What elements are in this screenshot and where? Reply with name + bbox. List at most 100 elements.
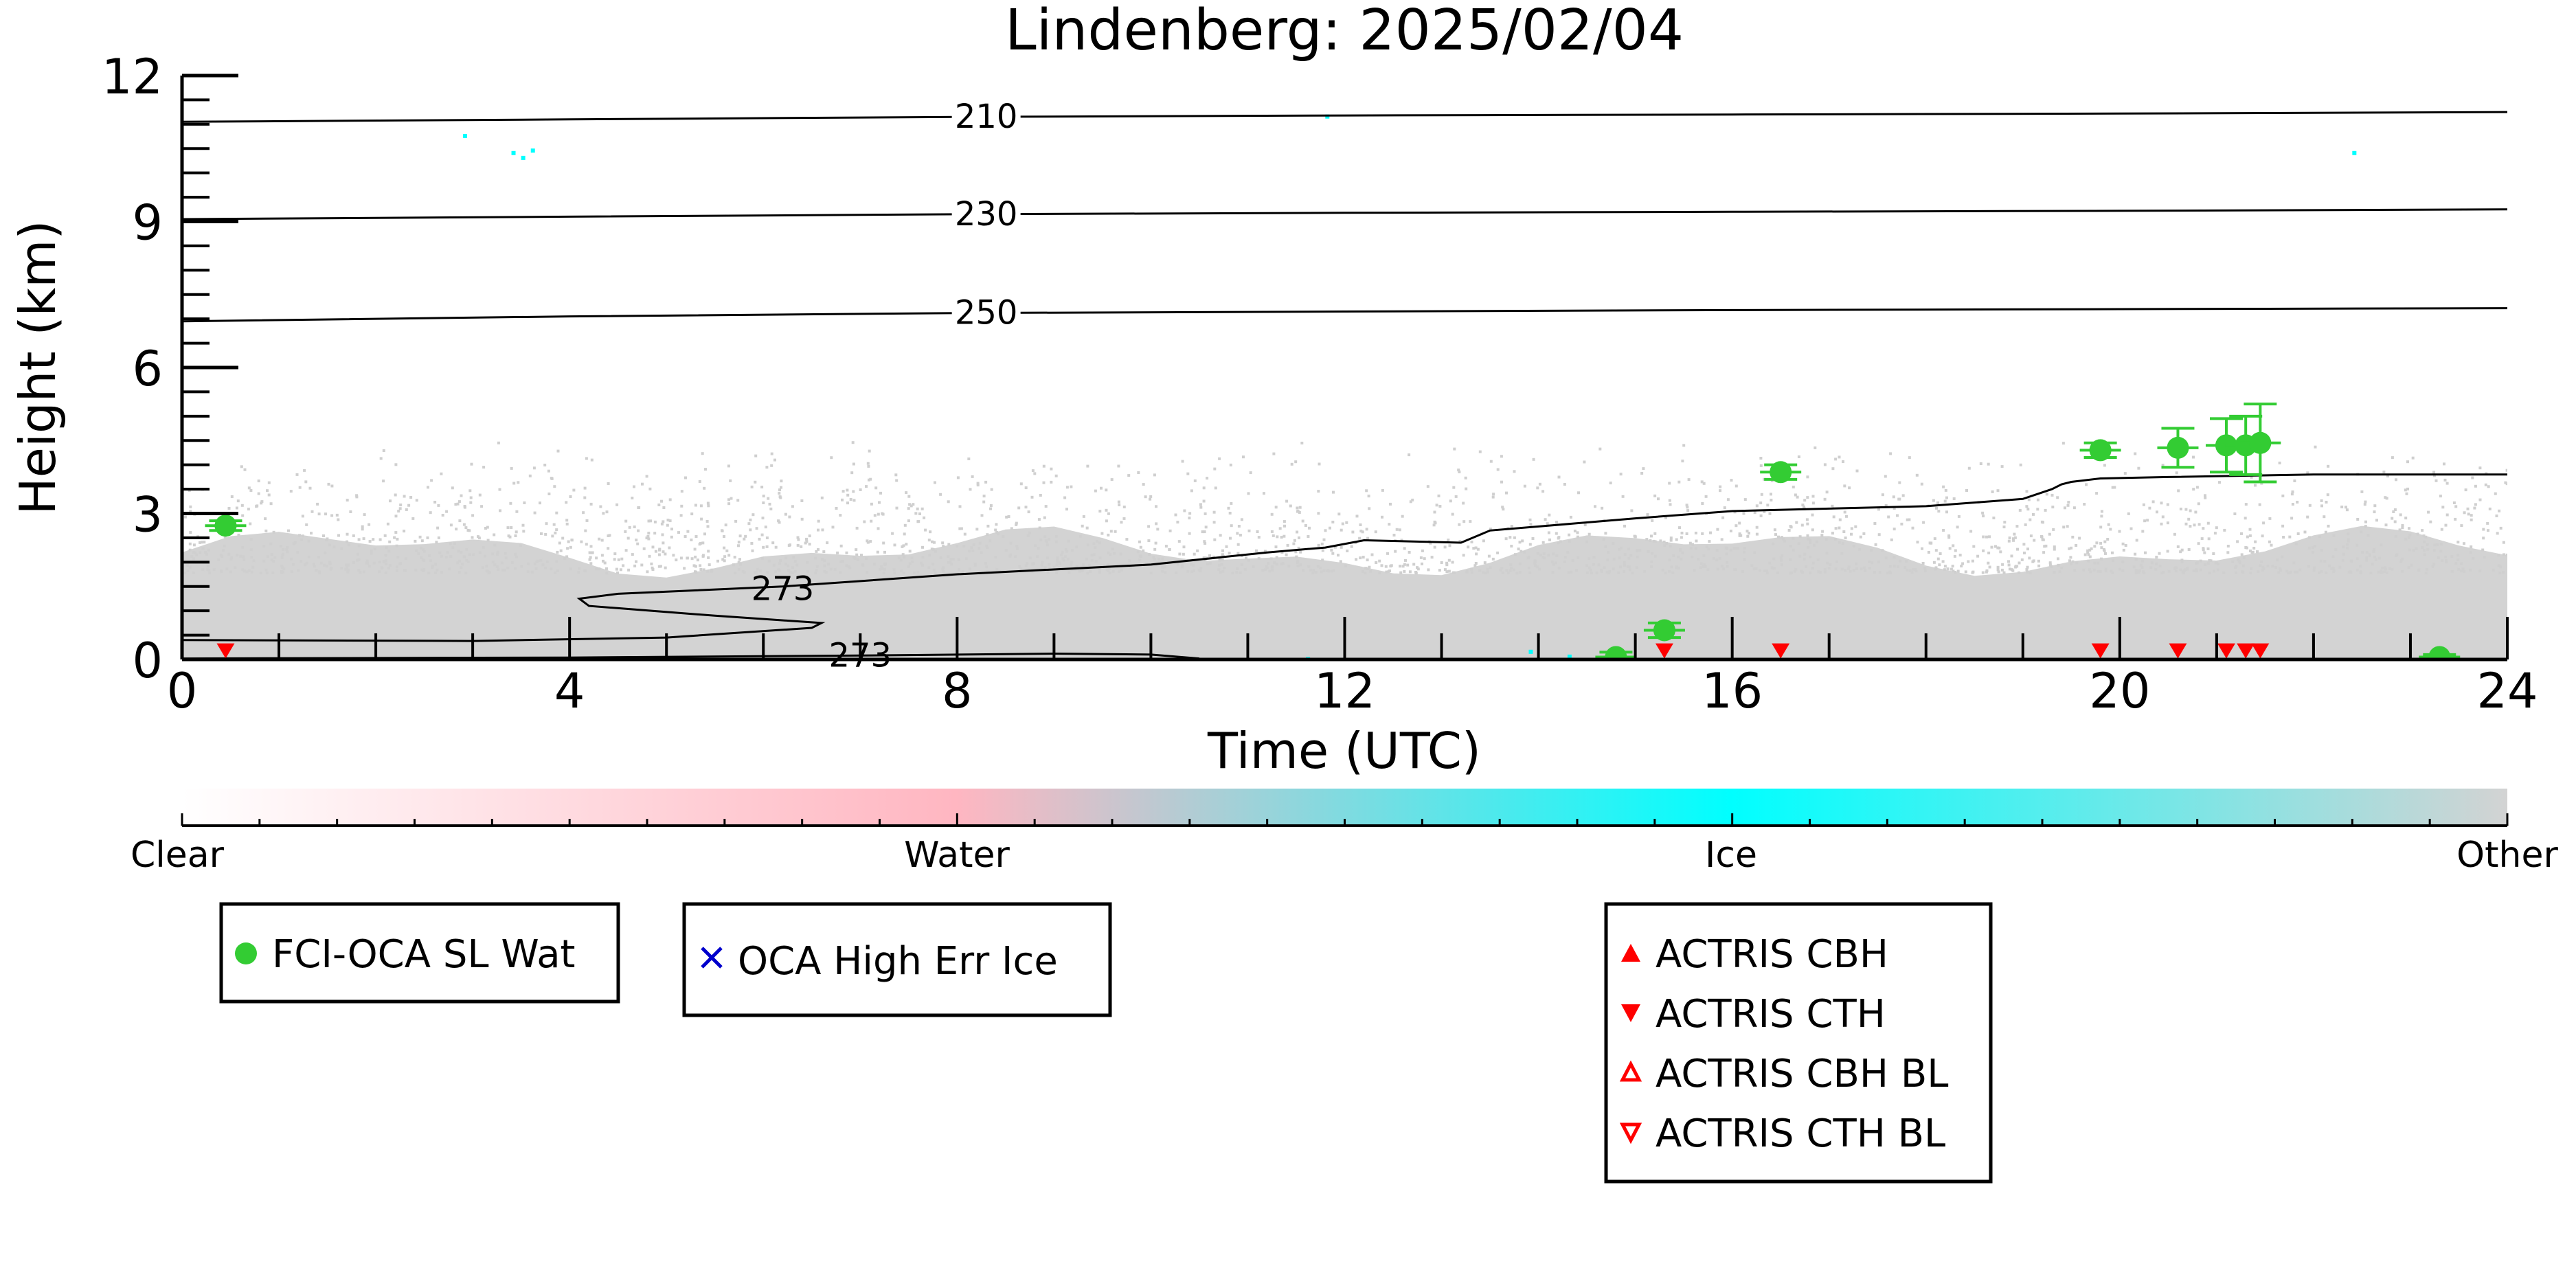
cloud-mask-speck — [1806, 522, 1809, 526]
cloud-mask-speck — [651, 568, 655, 571]
cloud-mask-speck — [2296, 501, 2299, 504]
cloud-mask-speck — [839, 560, 843, 563]
cloud-mask-speck — [1695, 539, 1698, 543]
cloud-mask-speck — [1451, 561, 1454, 564]
cloud-mask-speck — [515, 510, 519, 513]
cloud-mask-speck — [515, 530, 518, 534]
cloud-mask-speck — [2134, 572, 2138, 574]
cloud-mask-speck — [190, 555, 194, 558]
cloud-mask-speck — [1015, 545, 1019, 547]
cloud-mask-speck — [315, 569, 318, 572]
cloud-mask-speck — [2204, 496, 2207, 499]
cloud-mask-speck — [1726, 498, 1730, 501]
cloud-mask-speck — [1773, 528, 1776, 532]
cloud-mask-speck — [1987, 462, 1990, 466]
cloud-mask-speck — [2307, 565, 2310, 568]
cloud-mask-speck — [2106, 538, 2110, 541]
cloud-mask-speck — [404, 557, 407, 561]
cloud-mask-speck — [622, 564, 625, 567]
cloud-mask-speck — [436, 568, 439, 572]
cloud-mask-speck — [2134, 552, 2137, 556]
cloud-mask-speck — [507, 534, 510, 538]
cloud-mask-speck — [1729, 530, 1732, 532]
cloud-mask-speck — [1512, 568, 1515, 572]
cloud-mask-speck — [738, 558, 741, 561]
cloud-mask-speck — [384, 554, 387, 557]
cloud-mask-speck — [2018, 508, 2022, 512]
cloud-mask-speck — [2135, 539, 2138, 542]
cloud-mask-speck — [2186, 567, 2189, 571]
cloud-mask-speck — [1923, 569, 1927, 573]
cloud-mask-speck — [1554, 561, 1557, 565]
cloud-mask-speck — [856, 558, 859, 561]
cloud-mask-speck — [921, 563, 924, 567]
cloud-mask-speck — [1958, 554, 1962, 557]
cloud-mask-speck — [605, 567, 608, 570]
cloud-mask-speck — [1359, 530, 1363, 533]
cloud-mask-speck — [2274, 566, 2277, 569]
cloud-mask-speck — [1111, 547, 1114, 551]
cloud-mask-speck — [1462, 520, 1466, 523]
cloud-mask-speck — [675, 558, 678, 562]
cloud-mask-speck — [1870, 549, 1873, 552]
cloud-mask-speck — [657, 504, 661, 506]
legend-entry-actris-cth-bl: ACTRIS CTH BL — [1656, 1111, 1945, 1156]
cloud-mask-speck — [1627, 556, 1631, 560]
cloud-mask-speck — [1506, 572, 1510, 574]
cloud-mask-speck — [1237, 525, 1241, 528]
contour-line-250 — [182, 307, 2507, 323]
cloud-mask-speck — [2104, 552, 2107, 555]
x-axis-label: Time (UTC) — [1207, 722, 1481, 780]
cloud-mask-speck — [2303, 530, 2307, 534]
cloud-mask-speck — [1307, 565, 1311, 568]
cloud-mask-speck — [704, 468, 707, 471]
cloud-mask-speck — [2189, 525, 2192, 528]
cloud-mask-speck — [240, 465, 243, 468]
cloud-mask-speck — [823, 569, 826, 573]
cloud-mask-speck — [418, 535, 422, 539]
cloud-mask-speck — [1606, 558, 1609, 562]
cloud-mask-speck — [1742, 512, 1745, 515]
cloud-mask-speck — [1897, 497, 1901, 501]
cloud-mask-speck — [1997, 570, 2000, 574]
cloud-mask-speck — [2312, 569, 2316, 572]
cloud-mask-speck — [2195, 568, 2198, 572]
cloud-mask-speck — [403, 569, 406, 572]
cloud-mask-speck — [784, 556, 788, 560]
cloud-mask-speck — [310, 532, 313, 535]
cloud-mask-speck — [520, 565, 523, 568]
cloud-mask-speck — [595, 567, 598, 571]
cloud-mask-speck — [1809, 555, 1812, 558]
y-axis-label: Height (km) — [9, 221, 67, 515]
cloud-mask-speck — [1386, 552, 1389, 555]
cloud-mask-speck — [1421, 549, 1424, 552]
cloud-mask-speck — [1547, 531, 1550, 534]
cloud-mask-speck — [950, 563, 953, 566]
cloud-mask-speck — [2087, 553, 2090, 556]
cloud-mask-speck — [941, 567, 945, 571]
cloud-mask-speck — [2097, 569, 2100, 573]
cloud-mask-speck — [1395, 528, 1399, 531]
cloud-mask-speck — [1809, 572, 1812, 574]
cloud-mask-speck — [497, 441, 500, 444]
cloud-mask-speck — [1275, 556, 1278, 559]
cloud-mask-speck — [2416, 532, 2419, 536]
cloud-mask-speck — [465, 547, 468, 551]
cloud-mask-speck — [1110, 478, 1114, 482]
cloud-mask-speck — [2007, 563, 2011, 567]
cloud-mask-speck — [2007, 539, 2011, 543]
cloud-mask-speck — [1470, 567, 1473, 571]
cloud-mask-speck — [1280, 536, 1283, 539]
cloud-mask-speck — [1953, 554, 1956, 558]
cloud-mask-speck — [1247, 558, 1250, 562]
cloud-mask-speck — [1358, 536, 1362, 540]
cloud-mask-speck — [2085, 483, 2088, 486]
cloud-mask-speck — [2099, 570, 2102, 573]
cloud-mask-speck — [1965, 489, 1968, 492]
cloud-mask-speck — [949, 561, 952, 564]
cloud-mask-speck — [2160, 501, 2163, 505]
cloud-mask-speck — [1680, 532, 1684, 534]
cloud-mask-speck — [1176, 563, 1179, 566]
cloud-mask-speck — [1378, 572, 1381, 575]
